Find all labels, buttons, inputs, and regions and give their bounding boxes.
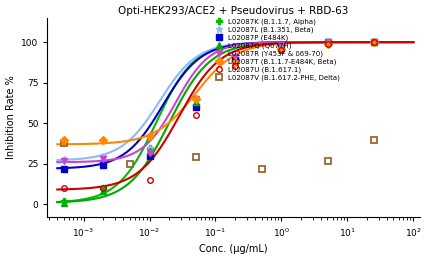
L02087Q (Q677H) <box>325 41 330 44</box>
L02087P (E484K) <box>193 106 198 109</box>
Line: L02087K (B.1.1.7, Alpha): L02087K (B.1.1.7, Alpha) <box>61 39 377 204</box>
L02087U (B.1.617.1) <box>193 114 198 117</box>
L02087R (Y453F & δ69-70) <box>147 151 152 154</box>
L02087R (Y453F & δ69-70) <box>325 41 330 44</box>
L02087T (B.1.1.7-E484K, Beta) <box>279 47 284 50</box>
L02087V (B.1.617.2-PHE, Delta) <box>371 138 376 141</box>
L02087U (B.1.617.1) <box>147 179 152 182</box>
L02087U (B.1.617.1) <box>279 49 284 52</box>
L02087L (B.1.351, Beta) <box>101 154 106 157</box>
Line: L02087P (E484K): L02087P (E484K) <box>61 39 377 172</box>
Line: L02087Q (Q677H): L02087Q (Q677H) <box>61 39 377 206</box>
L02087Q (Q677H) <box>371 41 376 44</box>
L02087K (B.1.1.7, Alpha) <box>147 146 152 149</box>
L02087R (Y453F & δ69-70) <box>101 158 106 161</box>
L02087R (Y453F & δ69-70) <box>371 41 376 44</box>
L02087V (B.1.617.2-PHE, Delta) <box>127 162 132 165</box>
L02087T (B.1.1.7-E484K, Beta) <box>233 60 238 63</box>
L02087L (B.1.351, Beta) <box>325 41 330 44</box>
L02087K (B.1.1.7, Alpha) <box>233 57 238 60</box>
L02087T (B.1.1.7-E484K, Beta) <box>193 97 198 100</box>
L02087P (E484K) <box>325 41 330 44</box>
L02087T (B.1.1.7-E484K, Beta) <box>61 138 66 141</box>
Legend: L02087K (B.1.1.7, Alpha), L02087L (B.1.351, Beta), L02087P (E484K), L02087Q (Q67: L02087K (B.1.1.7, Alpha), L02087L (B.1.3… <box>211 17 341 83</box>
L02087Q (Q677H) <box>233 60 238 63</box>
Line: L02087R (Y453F & δ69-70): L02087R (Y453F & δ69-70) <box>61 39 377 163</box>
L02087V (B.1.617.2-PHE, Delta) <box>193 156 198 159</box>
Line: L02087U (B.1.617.1): L02087U (B.1.617.1) <box>61 39 377 191</box>
L02087T (B.1.1.7-E484K, Beta) <box>147 135 152 138</box>
Line: L02087V (B.1.617.2-PHE, Delta): L02087V (B.1.617.2-PHE, Delta) <box>60 136 377 172</box>
L02087R (Y453F & δ69-70) <box>193 97 198 100</box>
L02087Q (Q677H) <box>61 201 66 204</box>
L02087L (B.1.351, Beta) <box>279 44 284 47</box>
L02087U (B.1.617.1) <box>233 65 238 68</box>
L02087U (B.1.617.1) <box>101 187 106 190</box>
L02087K (B.1.1.7, Alpha) <box>61 200 66 203</box>
L02087P (E484K) <box>371 41 376 44</box>
L02087V (B.1.617.2-PHE, Delta) <box>259 167 264 170</box>
L02087T (B.1.1.7-E484K, Beta) <box>371 41 376 44</box>
L02087P (E484K) <box>233 58 238 62</box>
Line: L02087T (B.1.1.7-E484K, Beta): L02087T (B.1.1.7-E484K, Beta) <box>61 39 377 142</box>
L02087K (B.1.1.7, Alpha) <box>193 97 198 100</box>
L02087K (B.1.1.7, Alpha) <box>371 41 376 44</box>
L02087L (B.1.351, Beta) <box>371 41 376 44</box>
L02087U (B.1.617.1) <box>371 41 376 44</box>
L02087R (Y453F & δ69-70) <box>61 159 66 162</box>
L02087P (E484K) <box>61 167 66 170</box>
L02087Q (Q677H) <box>279 44 284 47</box>
L02087L (B.1.351, Beta) <box>233 62 238 65</box>
L02087L (B.1.351, Beta) <box>193 106 198 109</box>
L02087K (B.1.1.7, Alpha) <box>325 41 330 44</box>
L02087Q (Q677H) <box>193 101 198 104</box>
L02087L (B.1.351, Beta) <box>61 158 66 161</box>
Y-axis label: Inhibition Rate %: Inhibition Rate % <box>6 76 15 159</box>
L02087U (B.1.617.1) <box>325 42 330 45</box>
L02087P (E484K) <box>279 44 284 47</box>
L02087R (Y453F & δ69-70) <box>279 44 284 47</box>
L02087K (B.1.1.7, Alpha) <box>279 42 284 45</box>
L02087V (B.1.617.2-PHE, Delta) <box>61 141 66 144</box>
L02087Q (Q677H) <box>147 149 152 152</box>
L02087P (E484K) <box>147 154 152 157</box>
Title: Opti-HEK293/ACE2 + Pseudovirus + RBD-63: Opti-HEK293/ACE2 + Pseudovirus + RBD-63 <box>119 5 349 16</box>
X-axis label: Conc. (μg/mL): Conc. (μg/mL) <box>199 244 268 255</box>
L02087P (E484K) <box>101 164 106 167</box>
L02087K (B.1.1.7, Alpha) <box>101 187 106 190</box>
Line: L02087L (B.1.351, Beta): L02087L (B.1.351, Beta) <box>60 38 377 162</box>
L02087R (Y453F & δ69-70) <box>233 55 238 58</box>
L02087T (B.1.1.7-E484K, Beta) <box>325 42 330 45</box>
L02087T (B.1.1.7-E484K, Beta) <box>101 138 106 141</box>
L02087U (B.1.617.1) <box>61 187 66 190</box>
L02087Q (Q677H) <box>101 190 106 193</box>
L02087L (B.1.351, Beta) <box>147 146 152 149</box>
L02087V (B.1.617.2-PHE, Delta) <box>325 159 330 162</box>
